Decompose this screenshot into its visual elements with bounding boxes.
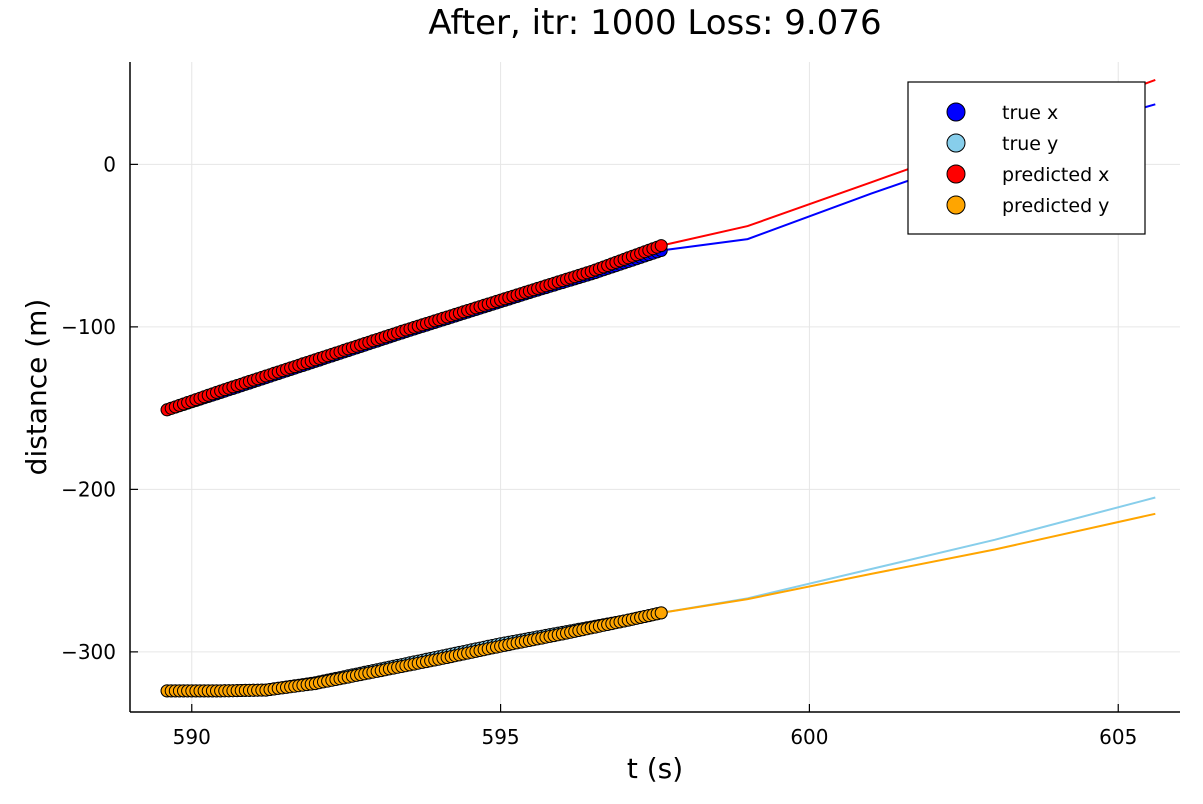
- legend-marker: [946, 164, 966, 184]
- legend-item: predicted x: [946, 164, 1109, 186]
- series-markers: [160, 606, 668, 698]
- y-tick-label: 0: [103, 152, 116, 176]
- y-tick-label: −300: [61, 640, 116, 664]
- legend-label: true y: [1002, 133, 1058, 155]
- legend: true x true y predicted x predicted y: [907, 81, 1146, 235]
- legend-label: true x: [1002, 102, 1058, 124]
- series-predicted-y: [160, 512, 1156, 698]
- y-tick-label: −200: [61, 477, 116, 501]
- x-tick-label: 590: [173, 725, 211, 749]
- data-point: [654, 606, 668, 620]
- legend-marker: [946, 195, 966, 215]
- ticks: 590 595 600 605 0 −100 −200 −300: [61, 152, 1137, 749]
- x-tick-label: 600: [790, 725, 828, 749]
- legend-item: true x: [946, 102, 1058, 124]
- legend-marker: [946, 133, 966, 153]
- legend-item: predicted y: [946, 195, 1109, 217]
- series-true-y: [160, 496, 1156, 698]
- series-group: [160, 78, 1156, 698]
- series-line: [167, 512, 1156, 692]
- axes: [129, 62, 1180, 713]
- y-axis-label: distance (m): [20, 299, 53, 476]
- chart-title: After, itr: 1000 Loss: 9.076: [428, 3, 881, 43]
- legend-label: predicted y: [1002, 195, 1109, 217]
- series-line: [167, 496, 1156, 692]
- legend-marker: [946, 102, 966, 122]
- legend-items: true x true y predicted x predicted y: [946, 102, 1109, 217]
- series-markers: [160, 239, 668, 417]
- x-tick-label: 605: [1099, 725, 1137, 749]
- x-axis-label: t (s): [627, 752, 683, 785]
- legend-label: predicted x: [1002, 164, 1109, 186]
- series-predicted-x: [160, 78, 1156, 417]
- data-point: [654, 239, 668, 253]
- x-tick-label: 595: [481, 725, 519, 749]
- legend-item: true y: [946, 133, 1058, 155]
- y-tick-label: −100: [61, 315, 116, 339]
